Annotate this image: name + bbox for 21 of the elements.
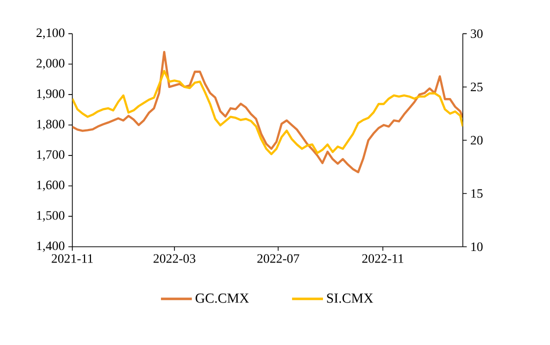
line-series: [72, 50, 463, 174]
y2-tick-label: 30: [470, 29, 483, 38]
y-tick-label: 2,000: [36, 58, 64, 70]
y-tick-label: 1,800: [37, 120, 64, 130]
y-tick-label: 2,100: [36, 28, 64, 40]
y2-tick-label: 25: [470, 82, 483, 92]
y-tick-label: 1,500: [37, 211, 64, 222]
y2-tick-label: 15: [471, 189, 483, 198]
y-tick-label: 1,400: [37, 242, 64, 252]
x-tick-label: 2022-11: [362, 254, 404, 263]
y2-tick-label: 20: [470, 136, 483, 145]
line-series: [72, 70, 463, 156]
x-tick-label: 2021-11: [52, 254, 93, 263]
y-tick-label: 1,700: [37, 150, 64, 161]
legend-label: SI.CMX: [327, 294, 374, 303]
y-tick-label: 1,900: [37, 89, 64, 100]
y-tick-label: 1,600: [37, 180, 64, 192]
y2-tick-label: 10: [471, 242, 483, 252]
x-tick-label: 2022-03: [154, 254, 196, 263]
x-tick-label: 2022-07: [257, 254, 300, 263]
legend-label: GC.CMX: [196, 294, 249, 303]
